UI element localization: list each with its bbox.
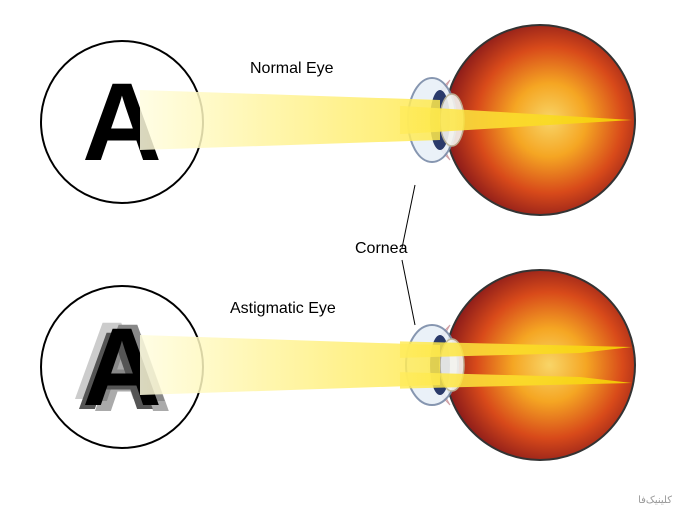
normal-light-beam bbox=[140, 90, 440, 150]
astigmatic-light-beam bbox=[140, 335, 440, 395]
watermark: کلینیک‌فا bbox=[638, 495, 672, 506]
cornea-label: Cornea bbox=[355, 240, 407, 258]
normal-eye-label: Normal Eye bbox=[250, 60, 334, 78]
astigmatic-eye-label: Astigmatic Eye bbox=[230, 300, 336, 318]
diagram-container: A A A A A A Normal Eye Astigmatic Eye Co… bbox=[0, 0, 680, 510]
